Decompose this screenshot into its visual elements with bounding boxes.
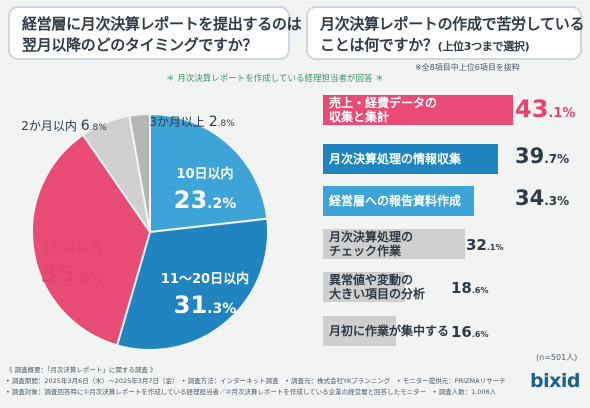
timing-pie-chart: 10日以内 23.2% 11〜20日以内 31.3% 1か月以内 35.9% 2か月以内 6… [21,112,269,351]
pie-label-value-2: 31.3% [174,291,237,319]
right-question-line-2: ことは何ですか？ [320,36,438,54]
pie-label-value-3: 35.9% [41,260,104,288]
footer-survey-target: • 調査対象：調査回答時に①月次決算レポートを作成している経理担当者／②月次決算… [6,388,497,396]
right-question-select-note: (上位3つまで選択) [437,40,530,53]
pie-slice-1 [149,112,269,234]
left-question-line-2: 翌月以降のどのタイミングですか？ [22,36,258,54]
footer-survey-period: • 調査期間：2025年3月6日（木）〜2025年3月7日（金） • 調査方法：… [6,377,506,385]
bixid-logo: bixid [530,370,580,392]
pie-label-name-1: 10日以内 [176,166,233,182]
right-question-box: 月次決算レポートの作成で苦労している ことは何ですか？(上位3つまで選択) [306,6,585,60]
right-question-title: 月次決算レポートの作成で苦労している ことは何ですか？(上位3つまで選択) [308,8,585,57]
sample-size-note: (n=501人) [536,353,578,362]
pie-label-5: 3か月以上 2.8% [149,114,235,130]
left-question-line-1: 経営層に月次決算レポートを提出するのは [22,15,302,33]
right-question-line-1: 月次決算レポートの作成で苦労している [320,15,585,33]
pie-label-4: 2か月以内 6.8% [21,118,107,134]
footer-survey-title: 《 調査概要：「月次決算レポート」に関する調査 》 [6,366,157,374]
pie-slice-2 [115,217,269,351]
pie-slice-5 [128,112,151,233]
pie-slice-3 [31,133,152,347]
pie-label-value-1: 23.2% [174,186,237,214]
pie-label-name-2: 11〜20日以内 [161,271,249,287]
left-question-title: 経営層に月次決算レポートを提出するのは 翌月以降のどのタイミングですか？ [10,8,302,56]
respondent-note: ＊ 月次決算レポートを作成している経理担当者が回答 ＊ [166,74,384,84]
top6-note: ※全8項目中上位6項目を抜粋 [415,63,520,72]
pie-label-name-3: 1か月以内 [41,240,102,256]
left-question-box: 経営層に月次決算レポートを提出するのは 翌月以降のどのタイミングですか？ [8,6,302,60]
